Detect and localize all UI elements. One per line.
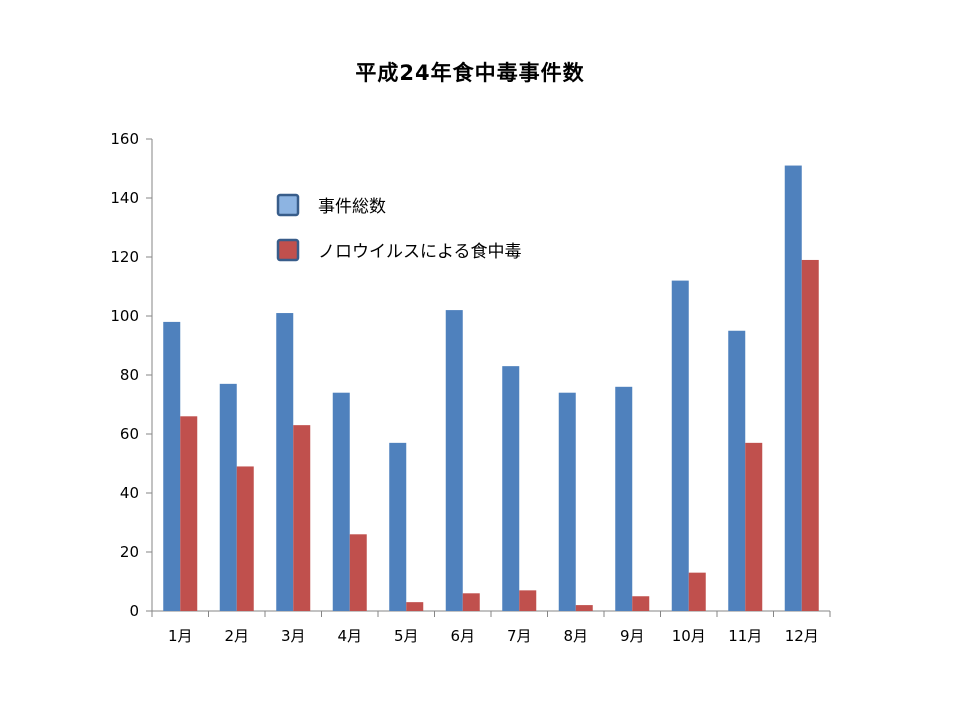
bar-norovirus [688, 572, 706, 611]
x-axis: 1月 2月 3月 4月 5月 6月 7月 8月 9月 10月 11月 12月 [151, 610, 831, 645]
bar-norovirus [801, 259, 819, 611]
y-tick-label: 0 [129, 602, 139, 620]
bar-norovirus [406, 602, 424, 611]
x-tick-label: 3月 [281, 627, 306, 645]
bar-norovirus [519, 590, 537, 611]
x-tick-label: 8月 [563, 627, 588, 645]
bar-total [728, 330, 746, 611]
x-tick-label: 12月 [785, 627, 819, 645]
bar-total [219, 383, 237, 611]
legend-label: ノロウイルスによる食中毒 [318, 242, 522, 262]
bar-total [445, 310, 463, 611]
y-tick-label: 20 [120, 543, 139, 561]
y-tick-label: 60 [120, 425, 139, 443]
y-tick-label: 120 [110, 248, 139, 266]
bar-norovirus [180, 416, 198, 611]
bar-norovirus [632, 596, 650, 611]
y-tick-label: 40 [120, 484, 139, 502]
bar-norovirus [745, 442, 763, 611]
x-tick-label: 11月 [728, 627, 762, 645]
bar-total [784, 165, 802, 612]
bars [163, 165, 819, 612]
y-tick-label: 100 [110, 307, 139, 325]
bar-total [558, 392, 576, 611]
x-tick-label: 1月 [168, 627, 193, 645]
x-tick-label: 6月 [450, 627, 475, 645]
bar-norovirus [293, 425, 311, 611]
x-tick-label: 7月 [507, 627, 532, 645]
x-tick-label: 4月 [337, 627, 362, 645]
bar-norovirus [349, 534, 367, 611]
bar-norovirus [236, 466, 254, 611]
x-tick-label: 5月 [394, 627, 419, 645]
y-axis: 0 20 40 60 80 100 120 140 160 [110, 130, 153, 620]
legend-swatch [276, 238, 300, 262]
bar-norovirus [575, 605, 593, 611]
x-tick-label: 10月 [672, 627, 706, 645]
bar-total [671, 280, 689, 611]
y-tick-label: 160 [110, 130, 139, 148]
bar-total [332, 392, 350, 611]
bar-norovirus [462, 593, 480, 611]
legend-label: 事件総数 [318, 197, 386, 217]
bar-total [163, 321, 181, 611]
bar-total [615, 386, 633, 611]
y-tick-label: 80 [120, 366, 139, 384]
chart-title: 平成24年食中毒事件数 [355, 61, 585, 85]
bar-total [502, 366, 520, 611]
bar-total [276, 313, 294, 611]
legend-swatch [276, 193, 300, 217]
y-tick-label: 140 [110, 189, 139, 207]
x-tick-label: 2月 [224, 627, 249, 645]
bar-total [389, 442, 407, 611]
x-tick-label: 9月 [620, 627, 645, 645]
